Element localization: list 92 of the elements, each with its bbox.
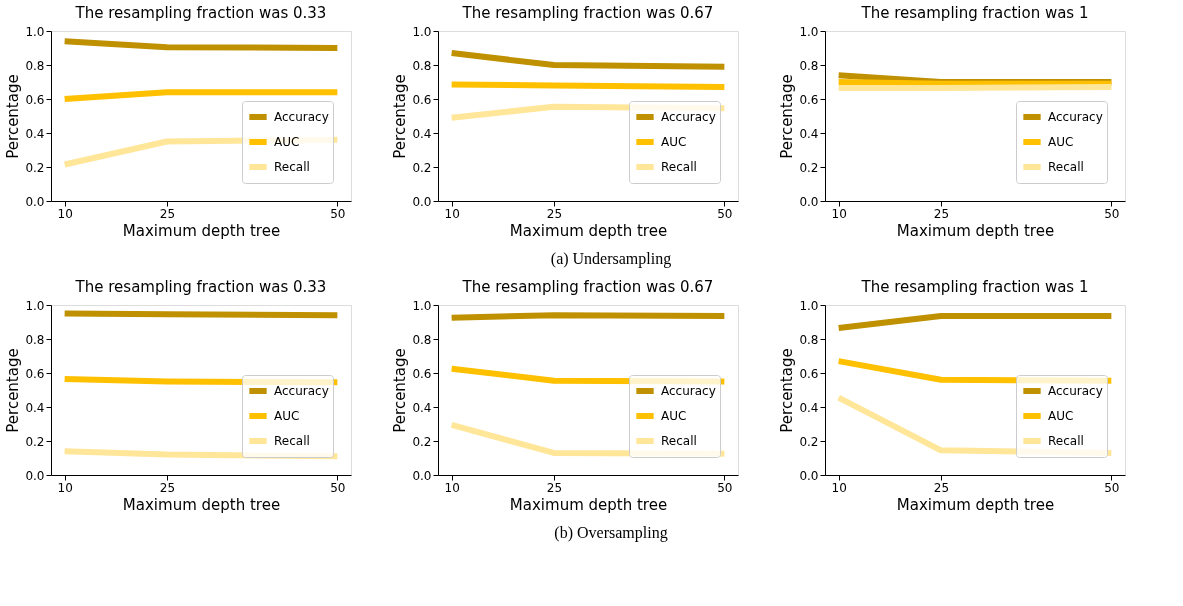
legend-label: AUC bbox=[1048, 135, 1074, 149]
legend-label: Recall bbox=[661, 160, 697, 174]
y-tick-label: 0.0 bbox=[25, 194, 45, 209]
legend-label: Recall bbox=[274, 434, 310, 448]
x-axis-title: Maximum depth tree bbox=[122, 495, 281, 514]
y-axis-title: Percentage bbox=[778, 74, 797, 159]
x-tick-label: 25 bbox=[546, 206, 563, 221]
legend-label: AUC bbox=[661, 409, 687, 423]
y-tick-label: 0.0 bbox=[412, 194, 432, 209]
x-tick-label: 25 bbox=[159, 206, 176, 221]
legend-label: AUC bbox=[661, 135, 687, 149]
y-tick-label: 0.0 bbox=[799, 194, 819, 209]
y-tick-label: 0.2 bbox=[799, 160, 819, 175]
legend-label: Recall bbox=[1048, 160, 1084, 174]
y-tick-label: 0.6 bbox=[25, 366, 45, 381]
x-tick-label: 10 bbox=[444, 480, 460, 495]
y-tick-label: 1.0 bbox=[412, 24, 432, 39]
y-tick-label: 0.8 bbox=[799, 58, 819, 73]
x-axis-title: Maximum depth tree bbox=[896, 495, 1055, 514]
chart-title: The resampling fraction was 1 bbox=[860, 278, 1089, 296]
x-tick-label: 10 bbox=[831, 480, 847, 495]
y-tick-label: 0.2 bbox=[25, 434, 45, 449]
y-tick-label: 0.4 bbox=[412, 400, 432, 415]
y-tick-label: 0.0 bbox=[412, 468, 432, 483]
y-tick-label: 1.0 bbox=[25, 298, 45, 313]
y-tick-label: 0.2 bbox=[799, 434, 819, 449]
y-axis-title: Percentage bbox=[778, 348, 797, 433]
x-tick-label: 25 bbox=[159, 480, 176, 495]
y-tick-label: 1.0 bbox=[799, 24, 819, 39]
chart-title: The resampling fraction was 0.67 bbox=[461, 278, 714, 296]
y-tick-label: 0.0 bbox=[799, 468, 819, 483]
x-tick-label: 50 bbox=[717, 480, 733, 495]
y-axis-title: Percentage bbox=[391, 74, 410, 159]
y-tick-label: 0.0 bbox=[25, 468, 45, 483]
legend-label: AUC bbox=[274, 409, 300, 423]
x-tick-label: 50 bbox=[717, 206, 733, 221]
x-tick-label: 10 bbox=[831, 206, 847, 221]
y-tick-label: 0.8 bbox=[25, 332, 45, 347]
x-axis-title: Maximum depth tree bbox=[509, 221, 668, 240]
legend-label: Accuracy bbox=[274, 110, 329, 124]
chart-title: The resampling fraction was 0.33 bbox=[74, 278, 327, 296]
legend-label: Recall bbox=[1048, 434, 1084, 448]
legend-label: Accuracy bbox=[1048, 110, 1103, 124]
x-tick-label: 50 bbox=[1104, 206, 1120, 221]
y-tick-label: 0.8 bbox=[412, 332, 432, 347]
x-tick-label: 25 bbox=[546, 480, 563, 495]
y-tick-label: 1.0 bbox=[412, 298, 432, 313]
y-tick-label: 0.6 bbox=[799, 366, 819, 381]
x-tick-label: 10 bbox=[57, 206, 73, 221]
legend-label: Recall bbox=[274, 160, 310, 174]
y-tick-label: 0.8 bbox=[412, 58, 432, 73]
y-axis-title: Percentage bbox=[4, 74, 23, 159]
legend-label: Accuracy bbox=[274, 384, 329, 398]
chart-title: The resampling fraction was 1 bbox=[860, 4, 1089, 22]
y-tick-label: 0.4 bbox=[25, 126, 45, 141]
x-tick-label: 50 bbox=[330, 206, 346, 221]
y-tick-label: 0.4 bbox=[25, 400, 45, 415]
text: (b) Oversampling bbox=[554, 524, 668, 542]
y-axis-title: Percentage bbox=[391, 348, 410, 433]
chart-title: The resampling fraction was 0.33 bbox=[74, 4, 327, 22]
y-tick-label: 0.2 bbox=[412, 160, 432, 175]
chart-title: The resampling fraction was 0.67 bbox=[461, 4, 714, 22]
x-tick-label: 10 bbox=[444, 206, 460, 221]
y-tick-label: 0.6 bbox=[25, 92, 45, 107]
y-tick-label: 0.2 bbox=[412, 434, 432, 449]
legend-label: Accuracy bbox=[1048, 384, 1103, 398]
y-tick-label: 0.6 bbox=[799, 92, 819, 107]
legend-label: AUC bbox=[274, 135, 300, 149]
x-axis-title: Maximum depth tree bbox=[896, 221, 1055, 240]
legend-label: Accuracy bbox=[661, 110, 716, 124]
y-tick-label: 0.8 bbox=[799, 332, 819, 347]
y-tick-label: 1.0 bbox=[25, 24, 45, 39]
x-tick-label: 50 bbox=[1104, 480, 1120, 495]
y-tick-label: 0.4 bbox=[412, 126, 432, 141]
x-tick-label: 25 bbox=[933, 480, 950, 495]
legend-label: AUC bbox=[1048, 409, 1074, 423]
x-axis-title: Maximum depth tree bbox=[122, 221, 281, 240]
y-tick-label: 1.0 bbox=[799, 298, 819, 313]
x-tick-label: 25 bbox=[933, 206, 950, 221]
y-tick-label: 0.6 bbox=[412, 92, 432, 107]
text: (a) Undersampling bbox=[550, 250, 672, 268]
y-tick-label: 0.6 bbox=[412, 366, 432, 381]
y-axis-title: Percentage bbox=[4, 348, 23, 433]
x-tick-label: 10 bbox=[57, 480, 73, 495]
y-tick-label: 0.4 bbox=[799, 400, 819, 415]
legend-label: Accuracy bbox=[661, 384, 716, 398]
y-tick-label: 0.4 bbox=[799, 126, 819, 141]
y-tick-label: 0.8 bbox=[25, 58, 45, 73]
x-tick-label: 50 bbox=[330, 480, 346, 495]
y-tick-label: 0.2 bbox=[25, 160, 45, 175]
legend-label: Recall bbox=[661, 434, 697, 448]
x-axis-title: Maximum depth tree bbox=[509, 495, 668, 514]
